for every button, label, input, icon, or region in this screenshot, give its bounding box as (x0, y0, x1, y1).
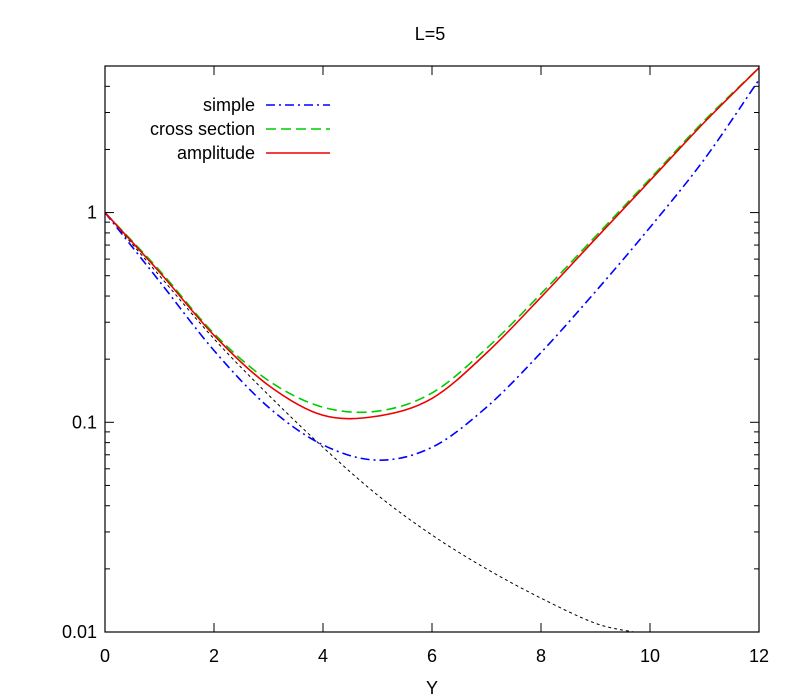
series-line-cross-section (105, 67, 759, 414)
x-tick-label: 8 (536, 646, 546, 666)
legend-label-cross-section: cross section (150, 119, 255, 139)
x-axis-label: Y (426, 678, 438, 698)
x-tick-label: 2 (209, 646, 219, 666)
legend-label-simple: simple (203, 95, 255, 115)
legend: simple cross section amplitude (150, 95, 330, 163)
x-tick-label: 0 (100, 646, 110, 666)
y-tick-label: 1 (87, 203, 97, 223)
series-layer (105, 67, 759, 632)
x-tick-label: 12 (749, 646, 769, 666)
y-tick-label: 0.1 (72, 412, 97, 432)
series-line-amplitude (105, 67, 759, 420)
x-tick-label: 10 (640, 646, 660, 666)
axis-ticks: 0 2 4 6 8 10 12 0.01 0.1 1 (62, 65, 769, 666)
series-line-simple (105, 79, 759, 461)
legend-label-amplitude: amplitude (177, 143, 255, 163)
x-tick-label: 6 (427, 646, 437, 666)
y-tick-label: 0.01 (62, 622, 97, 642)
x-tick-label: 4 (318, 646, 328, 666)
series-line-reference (105, 212, 634, 632)
chart-title: L=5 (415, 24, 446, 44)
